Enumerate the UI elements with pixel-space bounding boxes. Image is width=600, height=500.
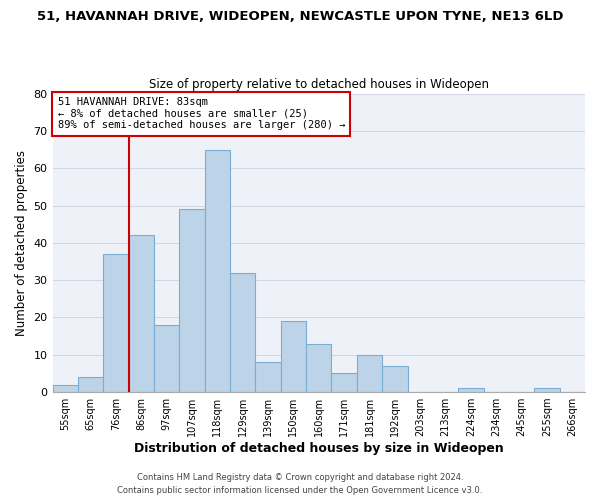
Bar (458, 388, 484, 392)
Bar (230, 272, 256, 392)
Bar (154, 325, 179, 392)
Title: Size of property relative to detached houses in Wideopen: Size of property relative to detached ho… (149, 78, 489, 91)
Text: Contains HM Land Registry data © Crown copyright and database right 2024.
Contai: Contains HM Land Registry data © Crown c… (118, 474, 482, 495)
Text: 51 HAVANNAH DRIVE: 83sqm
← 8% of detached houses are smaller (25)
89% of semi-de: 51 HAVANNAH DRIVE: 83sqm ← 8% of detache… (58, 98, 345, 130)
Bar (382, 366, 407, 392)
Bar (205, 150, 230, 392)
Bar (357, 355, 382, 392)
Bar (103, 254, 128, 392)
Y-axis label: Number of detached properties: Number of detached properties (15, 150, 28, 336)
Bar (534, 388, 560, 392)
Bar (281, 321, 306, 392)
Bar (331, 374, 357, 392)
Bar (179, 209, 205, 392)
Bar (78, 377, 103, 392)
Bar (306, 344, 331, 392)
Bar (256, 362, 281, 392)
Text: 51, HAVANNAH DRIVE, WIDEOPEN, NEWCASTLE UPON TYNE, NE13 6LD: 51, HAVANNAH DRIVE, WIDEOPEN, NEWCASTLE … (37, 10, 563, 23)
Bar (53, 384, 78, 392)
Bar (128, 236, 154, 392)
X-axis label: Distribution of detached houses by size in Wideopen: Distribution of detached houses by size … (134, 442, 503, 455)
